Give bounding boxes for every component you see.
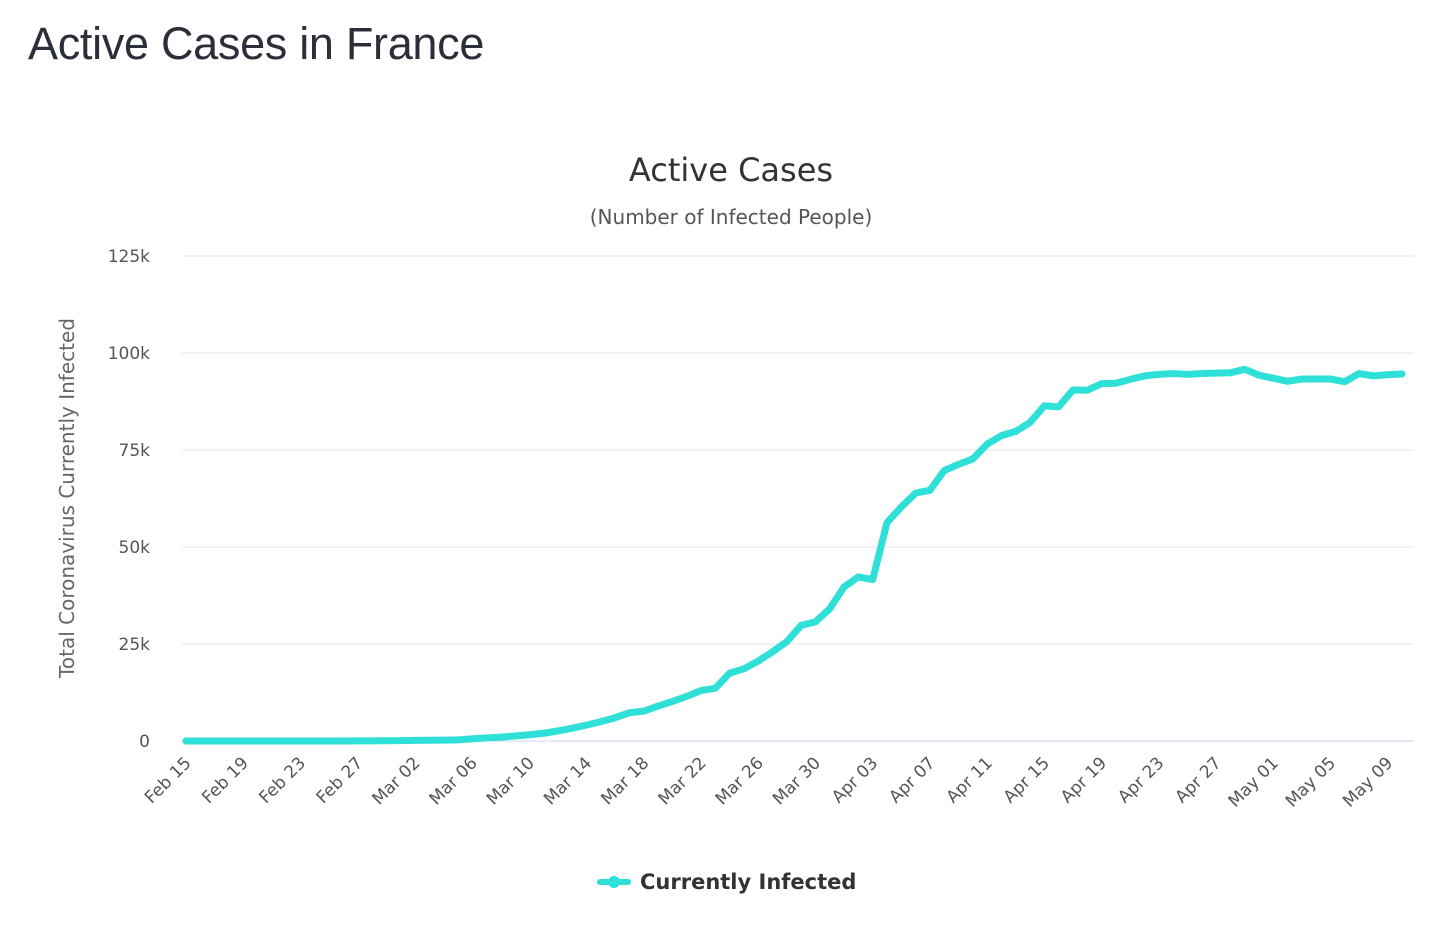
x-axis-ticks: Feb 15 Feb 19 Feb 23 Feb 27 Mar 02 Mar 06 Mar … (141, 753, 1397, 811)
x-tick-label: Apr 15 (1000, 753, 1054, 807)
x-tick-label: Feb 27 (313, 753, 368, 808)
y-axis-ticks: 0 25k 50k 75k 100k 125k (108, 247, 150, 752)
y-tick-label: 50k (119, 538, 151, 558)
y-tick-label: 25k (119, 635, 151, 655)
chart-title: Active Cases (629, 151, 833, 189)
x-tick-label: May 05 (1282, 753, 1340, 811)
x-tick-label: Feb 15 (141, 753, 196, 808)
x-tick-label: Mar 06 (426, 753, 482, 809)
x-tick-label: Mar 14 (540, 753, 596, 809)
x-tick-label: May 01 (1225, 753, 1283, 811)
y-axis-title: Total Coronavirus Currently Infected (55, 318, 79, 679)
x-tick-label: May 09 (1339, 753, 1397, 811)
x-tick-label: Apr 27 (1171, 753, 1225, 807)
x-tick-label: Mar 02 (368, 753, 424, 809)
legend[interactable]: Currently Infected (597, 870, 856, 894)
legend-marker-swatch (608, 876, 620, 888)
y-tick-label: 125k (108, 247, 150, 267)
series-line[interactable] (182, 365, 1406, 745)
x-tick-label: Apr 19 (1057, 753, 1111, 807)
x-tick-label: Mar 18 (597, 753, 653, 809)
x-tick-label: Mar 26 (712, 753, 768, 809)
gridlines (182, 255, 1414, 645)
y-tick-label: 75k (119, 441, 151, 461)
x-tick-label: Apr 03 (828, 753, 882, 807)
x-tick-label: Apr 11 (943, 753, 997, 807)
y-tick-label: 100k (108, 344, 150, 364)
legend-label-currently-infected: Currently Infected (640, 870, 856, 894)
x-tick-label: Feb 23 (255, 753, 310, 808)
x-tick-label: Mar 22 (655, 753, 711, 809)
series-currently-infected (182, 365, 1406, 745)
page-heading: Active Cases in France (28, 18, 485, 69)
y-tick-label: 0 (139, 732, 150, 752)
x-tick-label: Apr 23 (1114, 753, 1168, 807)
chart-subtitle: (Number of Infected People) (590, 205, 873, 229)
x-tick-label: Feb 19 (198, 753, 253, 808)
x-tick-label: Mar 30 (769, 753, 825, 809)
x-tick-label: Mar 10 (483, 753, 539, 809)
x-tick-label: Apr 07 (885, 753, 939, 807)
